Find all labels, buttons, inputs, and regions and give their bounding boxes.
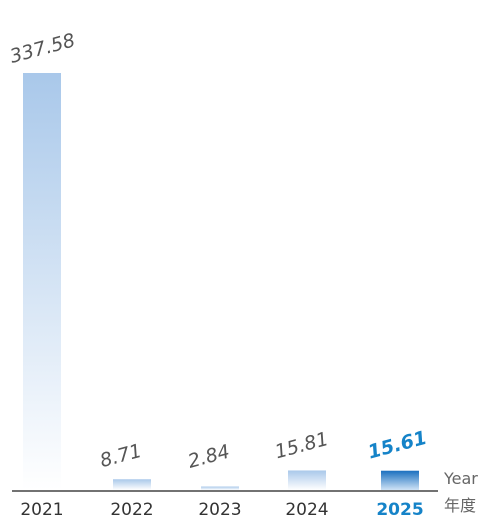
value-label-2024: 15.81 [273, 428, 331, 463]
x-axis-label-zh: 年度 [444, 496, 476, 515]
x-tick-2021: 2021 [20, 500, 63, 518]
x-tick-2023: 2023 [198, 500, 241, 518]
value-label-2021: 337.58 [8, 29, 78, 67]
bar-2025 [381, 470, 419, 490]
bar-2021 [23, 73, 61, 490]
x-tick-2025: 2025 [376, 500, 423, 518]
x-tick-2024: 2024 [285, 500, 328, 518]
value-label-2025: 15.61 [366, 427, 430, 464]
x-tick-2022: 2022 [110, 500, 153, 518]
value-label-2023: 2.84 [186, 441, 233, 473]
bar-2023 [201, 486, 239, 490]
bar-2024 [288, 470, 326, 490]
bar-2022 [113, 479, 151, 490]
value-label-2022: 8.71 [98, 440, 145, 472]
x-axis-label-en: Year [443, 469, 478, 488]
